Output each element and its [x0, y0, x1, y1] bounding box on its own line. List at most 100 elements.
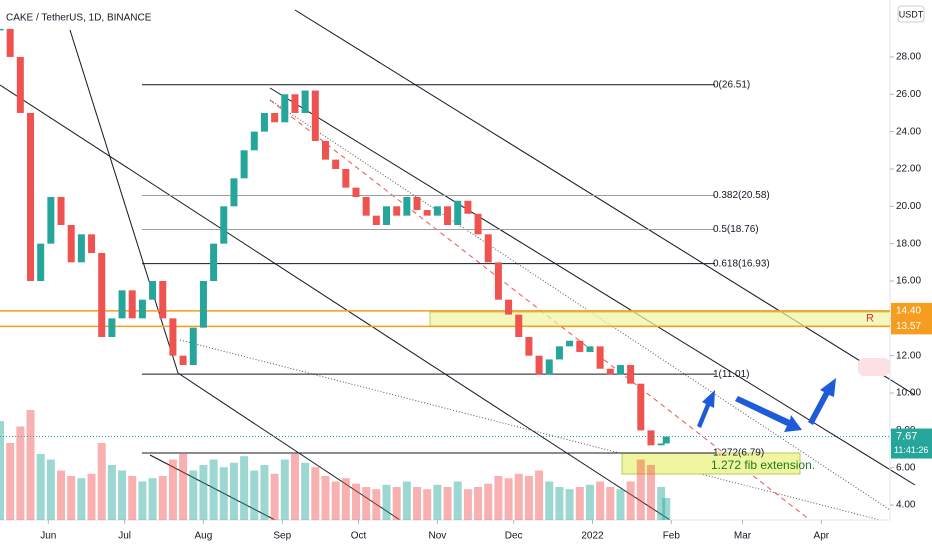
- candle: [47, 196, 55, 244]
- candle: [281, 94, 289, 123]
- candle: [67, 224, 75, 263]
- candle: [128, 290, 136, 319]
- fib-label: 1(11.01): [713, 369, 750, 380]
- candle: [260, 112, 268, 132]
- volume-bar: [626, 481, 635, 520]
- candle: [474, 213, 482, 235]
- median-line: [179, 339, 881, 521]
- volume-bar: [352, 483, 360, 520]
- volume-bar: [260, 465, 269, 520]
- candle: [271, 112, 279, 123]
- price-tag: [891, 318, 932, 335]
- volume-bar: [189, 470, 198, 520]
- volume-bar: [596, 481, 605, 520]
- volume-bar: [382, 484, 391, 520]
- volume-bar: [97, 443, 106, 520]
- volume-bar: [118, 470, 127, 520]
- candle: [637, 383, 645, 431]
- y-tick-label: 24.00: [896, 126, 921, 137]
- volume-bar: [616, 489, 625, 520]
- price-tag-label: 14.40: [896, 306, 921, 317]
- candle: [342, 168, 350, 188]
- y-tick-label: 10.00: [896, 388, 921, 399]
- volume-bar: [280, 459, 289, 520]
- volume-bar: [402, 481, 411, 520]
- volume-bar: [26, 410, 35, 520]
- volume-bar: [16, 426, 25, 520]
- candle: [505, 299, 513, 315]
- candle: [403, 196, 411, 216]
- candle: [88, 234, 96, 253]
- candle: [444, 206, 452, 225]
- highlight: [858, 358, 890, 376]
- y-tick-label: 22.00: [896, 164, 921, 175]
- currency: USDT: [899, 9, 924, 19]
- candle: [179, 355, 187, 366]
- last-price-label: 7.67: [896, 430, 917, 442]
- candle: [383, 206, 391, 225]
- candle: [413, 196, 421, 211]
- channel-line: [269, 87, 916, 486]
- channel-line: [177, 372, 401, 521]
- candle: [606, 368, 614, 375]
- candle: [301, 90, 309, 113]
- y-tick-label: 26.00: [896, 89, 921, 100]
- candle: [250, 131, 258, 151]
- candle: [149, 281, 157, 300]
- volume-bar: [362, 487, 371, 520]
- candle: [37, 243, 45, 282]
- volume-bar: [545, 481, 554, 520]
- candle: [291, 94, 299, 113]
- candle: [525, 337, 533, 356]
- candle: [0, 28, 4, 31]
- volume-bar: [219, 467, 228, 520]
- volume-bar: [46, 459, 55, 520]
- volume-bar: [504, 478, 513, 520]
- candle: [535, 355, 543, 375]
- x-tick-label: Mar: [734, 531, 752, 542]
- candle: [662, 436, 670, 444]
- x-tick-label: Oct: [351, 531, 367, 542]
- candle: [57, 196, 65, 225]
- volume-bar: [463, 489, 472, 520]
- candle: [494, 262, 502, 300]
- y-tick-label: 4.00: [896, 500, 916, 511]
- volume-bar: [290, 454, 299, 520]
- x-tick-label: Aug: [195, 531, 213, 542]
- x-tick-label: Jun: [40, 531, 56, 542]
- volume-bar: [331, 481, 340, 520]
- drawings: [0, 0, 916, 521]
- volume-bar: [158, 476, 167, 520]
- candle: [464, 200, 472, 214]
- volume-bar: [433, 484, 442, 520]
- price-tag: [891, 428, 932, 459]
- candle: [576, 340, 584, 352]
- y-tick-label: 18.00: [896, 238, 921, 249]
- x-tick-label: Sep: [273, 531, 291, 542]
- x-tick-label: Jul: [118, 531, 131, 542]
- volume-bar: [494, 476, 503, 520]
- volume-bar: [555, 487, 564, 520]
- arrow: [735, 396, 802, 432]
- volume-bar: [474, 487, 483, 520]
- volume-bar: [606, 487, 615, 520]
- volume-bar: [67, 476, 76, 520]
- volume-bar: [168, 459, 177, 520]
- volume-bar: [270, 473, 279, 520]
- volume-bar: [57, 470, 66, 520]
- volume-bar: [565, 489, 574, 520]
- candle: [647, 430, 655, 446]
- channel-line: [0, 84, 671, 521]
- arrow: [697, 390, 715, 428]
- candle: [98, 252, 106, 338]
- candle: [77, 234, 85, 263]
- volume-bar: [392, 487, 401, 520]
- volume-bar: [107, 465, 116, 520]
- volume-bar: [657, 487, 666, 520]
- volume-bar: [372, 489, 381, 520]
- volume-bar: [443, 487, 452, 520]
- volume-bar: [646, 465, 655, 520]
- median-line: [269, 99, 811, 521]
- volume-bar: [0, 421, 4, 520]
- fib-label: 1.272(6.79): [713, 448, 764, 459]
